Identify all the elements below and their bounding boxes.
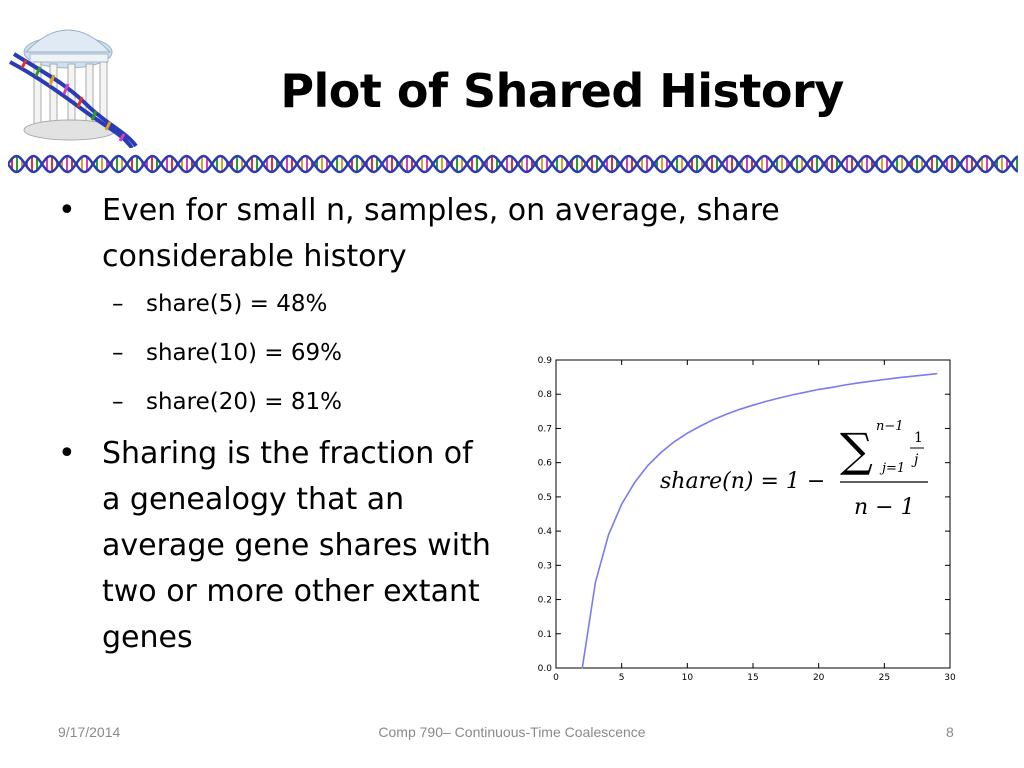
sigma-icon: ∑ xyxy=(840,423,873,477)
data-point xyxy=(857,382,859,384)
sum-upper-limit: n−1 xyxy=(876,419,904,434)
y-tick-label: 0.9 xyxy=(538,356,553,366)
data-point xyxy=(923,374,925,376)
footer-date: 9/17/2014 xyxy=(58,724,121,740)
data-point xyxy=(607,534,610,536)
plot-frame xyxy=(555,359,951,669)
data-point xyxy=(791,394,793,396)
data-point xyxy=(883,378,885,381)
data-point xyxy=(804,391,807,393)
series-line-0 xyxy=(581,372,937,669)
footer-course: Comp 790– Continuous-Time Coalescence xyxy=(378,724,646,740)
data-point xyxy=(686,432,688,434)
data-point xyxy=(910,375,912,377)
data-point xyxy=(778,397,780,399)
sub-bullet-text: share(5) = 48% xyxy=(146,291,328,317)
sum-lower-limit: j=1 xyxy=(879,461,905,476)
bullet-item: • Even for small n, samples, on average,… xyxy=(58,188,838,280)
y-tick-label: 0.5 xyxy=(538,493,552,503)
data-point xyxy=(581,667,583,669)
y-tick-label: 0.7 xyxy=(538,424,552,434)
data-point xyxy=(621,503,623,505)
y-tick-label: 0.6 xyxy=(538,459,553,469)
data-point xyxy=(765,400,767,402)
y-tick-label: 0.1 xyxy=(538,630,552,640)
y-tick-label: 0.8 xyxy=(538,390,553,400)
y-tick-label: 0.2 xyxy=(538,596,552,606)
dna-divider-icon xyxy=(8,154,1018,174)
x-tick-label: 0 xyxy=(553,673,559,683)
bullet-marker: • xyxy=(58,436,76,471)
bullet-text: Even for small n, samples, on average, s… xyxy=(102,193,780,274)
data-point xyxy=(634,481,636,483)
bullet-text: Sharing is the fraction of a genealogy t… xyxy=(102,436,491,655)
sub-bullet-item: – share(10) = 69% xyxy=(58,329,838,378)
frac-denominator: j xyxy=(911,452,919,468)
data-point xyxy=(699,425,702,427)
slide-title: Plot of Shared History xyxy=(280,64,844,118)
data-point xyxy=(844,384,846,386)
x-tick-label: 10 xyxy=(682,673,694,683)
footer-page-number: 8 xyxy=(946,724,954,740)
data-point xyxy=(896,377,899,379)
data-point xyxy=(594,581,596,583)
dash-marker: – xyxy=(112,340,124,366)
data-point xyxy=(870,380,872,382)
x-tick-label: 30 xyxy=(944,673,956,683)
x-tick-label: 20 xyxy=(813,673,825,683)
y-tick-label: 0.0 xyxy=(538,664,553,674)
old-well-logo-icon xyxy=(9,29,138,148)
frac-numerator: 1 xyxy=(914,430,923,446)
bullet-marker: • xyxy=(58,193,76,228)
dash-marker: – xyxy=(112,389,124,415)
share-formula: share(n) = 1 − ∑ n−1 j=1 1 j n − 1 xyxy=(660,419,928,520)
bullet-item: • Sharing is the fraction of a genealogy… xyxy=(58,431,492,661)
x-tick-label: 5 xyxy=(619,673,625,683)
dash-marker: – xyxy=(112,291,124,317)
sub-bullet-item: – share(20) = 81% xyxy=(58,378,838,427)
y-tick-label: 0.4 xyxy=(538,527,553,537)
shared-history-chart: 0 5 10 15 20 25 30 0.0 0.1 0.2 0.3 0.4 0.5 0.6 0.7 0.8 0… xyxy=(538,356,956,683)
data-point xyxy=(660,451,662,453)
data-point xyxy=(713,418,715,421)
x-tick-label: 15 xyxy=(747,673,758,683)
x-tick-label: 25 xyxy=(879,673,890,683)
sub-bullet-text: share(20) = 81% xyxy=(146,389,342,415)
data-point xyxy=(673,441,675,443)
data-point xyxy=(831,386,833,388)
data-point xyxy=(739,408,741,410)
sub-bullet-text: share(10) = 69% xyxy=(146,340,342,366)
data-point xyxy=(818,388,820,390)
y-tick-label: 0.3 xyxy=(538,561,552,571)
formula-lhs: share(n) = 1 − xyxy=(660,469,825,494)
formula-denominator: n − 1 xyxy=(854,495,915,520)
data-point xyxy=(726,413,728,415)
data-point xyxy=(752,404,754,406)
data-point xyxy=(647,464,649,466)
data-point xyxy=(936,373,938,375)
sub-bullet-item: – share(5) = 48% xyxy=(58,280,838,329)
bullet-list: • Even for small n, samples, on average,… xyxy=(58,188,838,661)
